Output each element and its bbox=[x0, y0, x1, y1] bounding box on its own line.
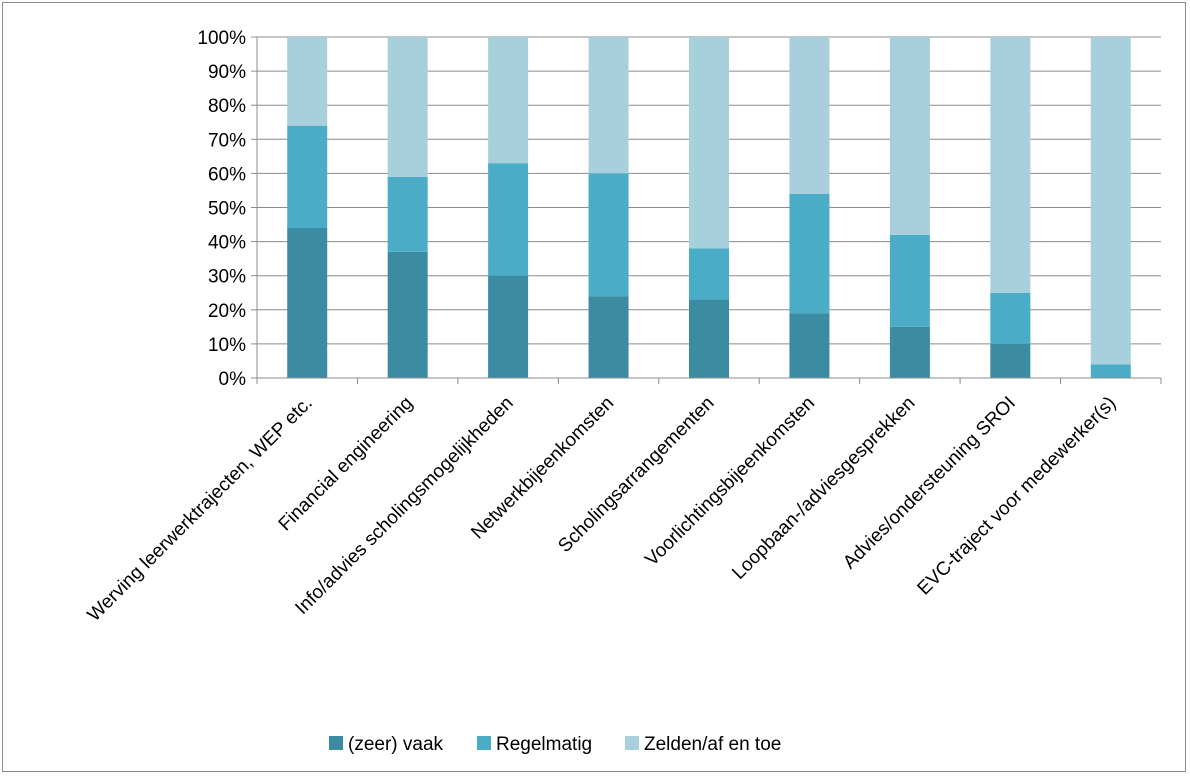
bar-segment bbox=[1090, 364, 1131, 378]
bar-segment bbox=[889, 326, 930, 378]
bar-segment bbox=[789, 37, 830, 194]
category-label: Advies/ondersteuning SROI bbox=[839, 393, 1020, 574]
bar-segment bbox=[588, 173, 629, 297]
bar-segment bbox=[387, 176, 428, 252]
y-tick-label: 60% bbox=[208, 164, 246, 185]
y-tick-label: 10% bbox=[208, 335, 246, 356]
y-tick-label: 100% bbox=[197, 28, 246, 49]
legend: (zeer) vaak Regelmatig Zelden/af en toe bbox=[329, 734, 781, 755]
y-tick-label: 40% bbox=[208, 233, 246, 254]
bar-segment bbox=[990, 292, 1031, 344]
bar-segment bbox=[689, 248, 729, 300]
y-tick-label: 30% bbox=[208, 267, 246, 288]
bar-segment bbox=[287, 227, 328, 378]
bar-segment bbox=[889, 234, 930, 327]
legend-label: (zeer) vaak bbox=[348, 734, 444, 755]
bar-segment bbox=[588, 37, 629, 174]
bar-segment bbox=[990, 343, 1031, 378]
y-tick-label: 20% bbox=[208, 301, 246, 322]
category-labels: Werving leerwerktrajecten, WEP etc.Finan… bbox=[84, 393, 1121, 626]
legend-swatch bbox=[625, 736, 639, 750]
bar-segment bbox=[387, 37, 428, 177]
category-label: Info/advies scholingsmogelijkheden bbox=[291, 393, 517, 619]
category-label: Loopbaan-/adviesgesprekken bbox=[728, 393, 919, 584]
bars bbox=[287, 37, 1131, 378]
bar-segment bbox=[689, 37, 729, 249]
bar-segment bbox=[287, 125, 328, 228]
bar-segment bbox=[789, 313, 830, 378]
category-label: EVC-traject voor medewerker(s) bbox=[914, 393, 1121, 600]
bar-segment bbox=[488, 37, 529, 164]
bar-segment bbox=[789, 193, 830, 314]
y-tick-label: 90% bbox=[208, 62, 246, 83]
y-tick-label: 80% bbox=[208, 96, 246, 117]
y-tick-label: 50% bbox=[208, 199, 246, 220]
axes bbox=[251, 36, 1162, 384]
bar-segment bbox=[1090, 37, 1131, 365]
category-label: Werving leerwerktrajecten, WEP etc. bbox=[84, 393, 317, 626]
legend-label: Regelmatig bbox=[496, 734, 592, 755]
bar-segment bbox=[287, 37, 328, 126]
y-tick-label: 70% bbox=[208, 130, 246, 151]
bar-segment bbox=[488, 163, 529, 276]
y-tick-label: 0% bbox=[219, 369, 247, 390]
bar-segment bbox=[689, 299, 729, 378]
category-label: Voorlichtingsbijeenkomsten bbox=[641, 393, 819, 571]
bar-segment bbox=[588, 296, 629, 378]
bar-segment bbox=[990, 37, 1031, 293]
legend-swatch bbox=[477, 736, 491, 750]
bar-segment bbox=[488, 275, 529, 378]
bar-segment bbox=[889, 37, 930, 235]
y-tick-labels: 0% 10% 20% 30% 40% 50% 60% 70% 80% 90% 100% bbox=[197, 28, 246, 390]
legend-swatch bbox=[329, 736, 343, 750]
bar-segment bbox=[387, 251, 428, 378]
legend-label: Zelden/af en toe bbox=[644, 734, 781, 755]
